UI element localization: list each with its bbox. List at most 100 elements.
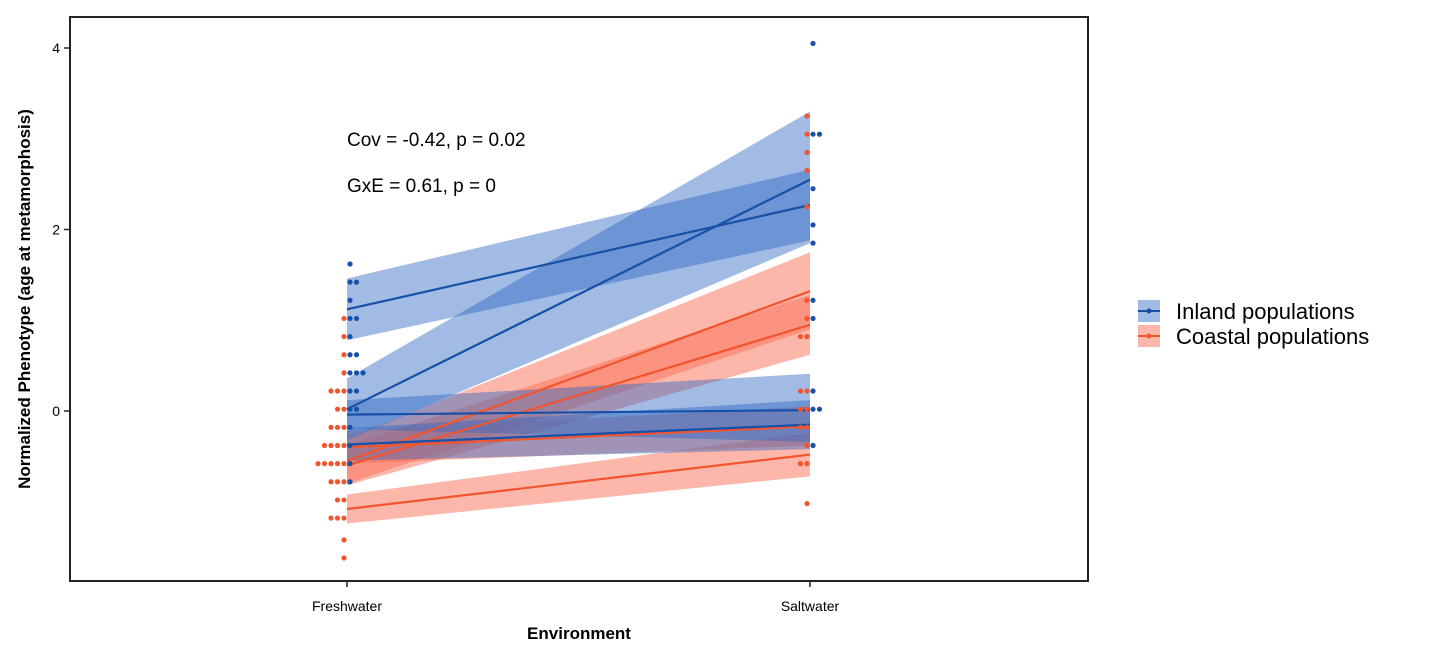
coastal-point-fresh	[328, 479, 334, 485]
inland-point-fresh	[353, 370, 360, 376]
coastal-point-fresh	[328, 515, 334, 521]
data-points	[315, 40, 823, 561]
x-tick-label: Saltwater	[781, 598, 840, 614]
x-tick-label: Freshwater	[312, 598, 382, 614]
coastal-point-fresh	[341, 555, 347, 561]
inland-point-fresh	[347, 442, 353, 449]
coastal-point-fresh	[328, 442, 334, 449]
regression-lines	[346, 178, 811, 511]
inland-point-fresh	[353, 352, 360, 358]
inland-ci-band-2	[347, 111, 810, 441]
legend: Inland populations Coastal populations	[1138, 299, 1369, 349]
coastal-regression-line-3	[346, 425, 811, 449]
inland-point-fresh	[353, 388, 360, 394]
inland-point-fresh	[347, 261, 353, 267]
coastal-point-salt	[797, 461, 804, 467]
y-tick-label: 4	[52, 40, 60, 56]
coastal-point-salt	[804, 131, 810, 137]
coastal-point-fresh	[328, 388, 334, 394]
inland-point-fresh	[347, 370, 353, 376]
inland-point-salt	[810, 442, 816, 449]
inland-regression-line-2	[346, 178, 811, 411]
inland-point-salt	[810, 297, 816, 303]
inland-point-salt	[810, 186, 816, 192]
coastal-point-fresh	[334, 388, 341, 394]
coastal-point-fresh	[341, 442, 347, 449]
y-axis-title: Normalized Phenotype (age at metamorphos…	[15, 109, 34, 489]
coastal-point-fresh	[341, 537, 347, 543]
coastal-point-fresh	[334, 497, 341, 503]
coastal-point-salt	[797, 406, 804, 412]
plot-panel-border	[69, 16, 1089, 582]
inland-point-salt	[810, 222, 816, 228]
x-axis-ticks: Freshwater Saltwater	[312, 581, 840, 614]
inland-point-fresh	[347, 406, 353, 412]
coastal-point-salt	[804, 406, 810, 412]
inland-regression-line-4	[346, 423, 811, 446]
coastal-point-salt	[797, 388, 804, 394]
inland-point-salt	[816, 131, 823, 137]
coastal-point-salt	[804, 500, 810, 507]
coastal-point-salt	[804, 388, 810, 394]
coastal-point-fresh	[315, 461, 321, 467]
annotation-cov: Cov = -0.42, p = 0.02	[347, 130, 526, 151]
inland-point-fresh	[353, 279, 360, 285]
x-axis-title: Environment	[527, 624, 631, 643]
coastal-point-fresh	[334, 406, 341, 412]
inland-point-fresh	[347, 461, 353, 467]
inland-point-fresh	[353, 315, 360, 322]
y-tick-label: 0	[52, 403, 60, 419]
inland-point-salt	[810, 240, 816, 246]
y-tick-label: 2	[52, 222, 60, 238]
coastal-point-fresh	[334, 515, 341, 521]
coastal-point-salt	[804, 167, 810, 174]
inland-point-fresh	[347, 297, 353, 303]
inland-point-salt	[810, 315, 816, 322]
coastal-ci-band-4	[347, 432, 810, 524]
inland-point-fresh	[347, 315, 353, 322]
coastal-point-fresh	[341, 479, 347, 485]
coastal-point-salt	[804, 461, 810, 467]
inland-point-fresh	[347, 279, 353, 285]
coastal-point-fresh	[334, 424, 341, 430]
inland-point-salt	[810, 40, 816, 47]
inland-point-fresh	[347, 333, 353, 340]
inland-ci-band-4	[347, 400, 810, 461]
coastal-point-fresh	[341, 406, 347, 412]
annotation-gxe: GxE = 0.61, p = 0	[347, 176, 496, 197]
coastal-point-fresh	[341, 461, 347, 467]
inland-point-fresh	[347, 424, 353, 430]
coastal-point-fresh	[341, 370, 347, 376]
legend-label-inland: Inland populations	[1176, 299, 1355, 324]
coastal-point-fresh	[341, 388, 347, 394]
inland-regression-line-3	[346, 408, 811, 416]
inland-regression-line-1	[346, 203, 811, 311]
coastal-point-fresh	[328, 461, 334, 467]
inland-point-fresh	[353, 406, 360, 412]
coastal-point-fresh	[341, 315, 347, 322]
coastal-point-fresh	[341, 333, 347, 340]
coastal-point-salt	[804, 315, 810, 322]
inland-point-salt	[810, 406, 816, 412]
legend-key-coastal-point	[1146, 333, 1152, 339]
coastal-point-fresh	[321, 461, 328, 467]
coastal-point-salt	[804, 149, 810, 155]
coastal-point-fresh	[328, 424, 334, 430]
coastal-point-salt	[797, 424, 804, 430]
coastal-point-fresh	[341, 352, 347, 358]
coastal-point-fresh	[341, 424, 347, 430]
coastal-point-salt	[804, 204, 810, 210]
inland-ci-band-1	[347, 169, 810, 341]
inland-point-fresh	[347, 388, 353, 394]
inland-point-fresh	[360, 370, 366, 376]
inland-point-fresh	[347, 479, 353, 485]
legend-key-inland-point	[1146, 308, 1152, 314]
coastal-point-salt	[804, 113, 810, 119]
inland-point-fresh	[347, 352, 353, 358]
coastal-point-fresh	[341, 515, 347, 521]
coastal-point-salt	[804, 297, 810, 303]
coastal-regression-line-1	[346, 290, 811, 462]
coastal-point-fresh	[334, 442, 341, 449]
coastal-point-salt	[804, 442, 810, 449]
